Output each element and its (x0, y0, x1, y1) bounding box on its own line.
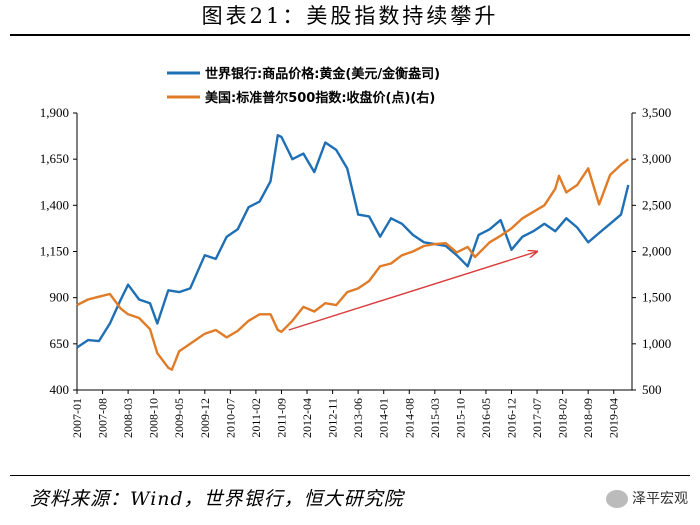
footer-divider (10, 475, 690, 476)
x-tick-label: 2013-06 (351, 398, 365, 438)
legend-label-sp500: 美国:标准普尔500指数:收盘价(点)(右) (205, 90, 435, 106)
left-tick-label: 1,650 (40, 151, 69, 166)
figure-title: 图表21：美股指数持续攀升 (201, 4, 499, 28)
x-tick-label: 2008-03 (121, 398, 135, 438)
x-tick-label: 2018-09 (581, 398, 595, 438)
left-tick-label: 400 (50, 382, 70, 397)
chart-legend: 世界银行:商品价格:黄金(美元/金衡盎司) 美国:标准普尔500指数:收盘价(点… (167, 66, 440, 106)
x-tick-label: 2011-09 (274, 398, 288, 438)
left-tick-label: 1,150 (40, 244, 69, 259)
legend-label-gold: 世界银行:商品价格:黄金(美元/金衡盎司) (205, 66, 440, 82)
x-tick-label: 2011-02 (249, 398, 263, 438)
series-line-sp500 (76, 158, 630, 371)
right-tick-label: 2,500 (642, 197, 671, 212)
left-tick-label: 650 (50, 336, 70, 351)
watermark: 泽平宏观 (606, 486, 688, 512)
right-tick-label: 500 (642, 382, 662, 397)
right-tick-label: 3,500 (642, 105, 671, 120)
x-tick-label: 2012-11 (326, 398, 340, 438)
left-tick-label: 1,400 (40, 197, 69, 212)
left-tick-label: 1,900 (40, 105, 69, 120)
watermark-text: 泽平宏观 (632, 491, 688, 507)
chart-axes: 400 650 900 1,150 1,400 1,650 1,900 500 1,000 1,5… (40, 105, 672, 438)
series-line-gold (76, 133, 630, 349)
right-tick-label: 3,000 (642, 151, 671, 166)
x-tick-label: 2019-04 (607, 398, 621, 438)
right-tick-label: 2,000 (642, 244, 671, 259)
x-tick-label: 2007-01 (70, 398, 84, 438)
left-tick-label: 900 (50, 290, 70, 305)
right-tick-label: 1,500 (642, 290, 671, 305)
x-tick-label: 2016-12 (505, 398, 519, 438)
trend-arrow (288, 252, 537, 331)
x-tick-label: 2009-05 (172, 398, 186, 438)
x-tick-label: 2008-10 (147, 398, 161, 438)
x-tick-label: 2015-10 (453, 398, 467, 438)
x-tick-label: 2018-02 (556, 398, 570, 438)
x-tick-label: 2017-07 (530, 398, 544, 438)
chart-annotations (288, 252, 537, 331)
right-tick-label: 1,000 (642, 336, 671, 351)
x-tick-label: 2012-04 (300, 398, 314, 438)
x-tick-label: 2016-05 (479, 398, 493, 438)
x-tick-label: 2010-07 (223, 398, 237, 438)
chart-series (76, 133, 630, 371)
wechat-icon (606, 490, 628, 508)
x-tick-label: 2014-01 (377, 398, 391, 438)
title-divider (10, 34, 690, 36)
x-tick-label: 2014-08 (402, 398, 416, 438)
source-note: 资料来源：Wind，世界银行，恒大研究院 (30, 488, 404, 510)
x-tick-label: 2009-12 (198, 398, 212, 438)
x-tick-label: 2015-03 (428, 398, 442, 438)
x-tick-label: 2007-08 (96, 398, 110, 438)
